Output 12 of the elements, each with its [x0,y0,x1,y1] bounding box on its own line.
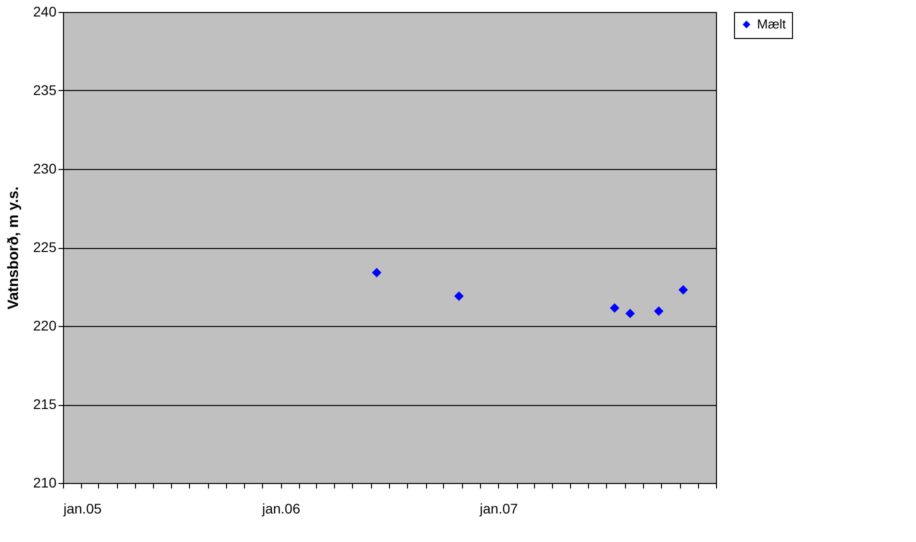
y-axis-title: Vatnsborð, m y.s. [5,186,22,310]
y-tick-label: 220 [33,318,57,334]
y-tick-label: 225 [33,239,57,255]
y-tick-label: 235 [33,82,57,98]
y-tick-label: 210 [33,474,57,490]
x-tick-label: jan.05 [62,500,102,516]
y-tick-label: 230 [33,160,57,176]
legend-label: Mælt [757,16,786,32]
x-tick-label: jan.07 [478,500,518,516]
x-tick-label: jan.06 [261,500,300,516]
y-tick-label: 240 [33,4,57,20]
y-tick-label: 215 [33,396,57,412]
